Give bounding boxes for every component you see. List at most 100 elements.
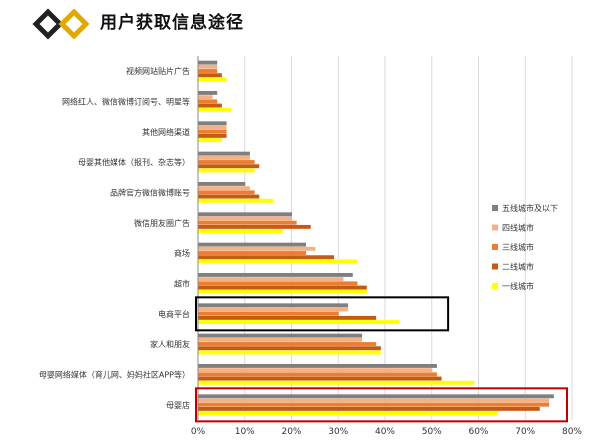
- bar: [198, 411, 498, 416]
- highlight-box: [195, 296, 450, 332]
- category-label: 超市: [174, 279, 190, 289]
- legend-swatch: [492, 205, 498, 211]
- legend-label: 四线城市: [502, 223, 534, 233]
- category-label: 母婴其他媒体（报刊、杂志等）: [78, 157, 190, 167]
- logo-diamonds-icon: [32, 8, 90, 40]
- bar: [198, 182, 246, 186]
- bar: [198, 307, 349, 312]
- x-tick-label: 20%: [281, 427, 301, 437]
- bar: [198, 91, 218, 95]
- bar: [198, 376, 442, 381]
- grid-lines: [197, 56, 573, 420]
- bar: [198, 198, 274, 203]
- bar: [198, 229, 283, 234]
- x-tick-label: 80%: [562, 427, 582, 437]
- bar: [198, 216, 292, 221]
- x-tick-label: 70%: [515, 427, 535, 437]
- bar: [198, 103, 222, 108]
- category-label: 电商平台: [158, 309, 190, 319]
- bar: [198, 281, 358, 286]
- page-title: 用户获取信息途径: [100, 13, 244, 33]
- header: 用户获取信息途径: [0, 0, 600, 50]
- bar: [198, 394, 554, 399]
- x-tick-label: 50%: [422, 427, 442, 437]
- bar: [198, 333, 363, 338]
- bar: [198, 194, 260, 199]
- bar: [198, 160, 255, 164]
- bar: [198, 259, 358, 264]
- x-tick-label: 10%: [235, 427, 255, 437]
- bar: [198, 372, 437, 377]
- legend-label: 五线城市及以下: [502, 203, 558, 213]
- legend-label: 二线城市: [502, 262, 534, 272]
- bar: [198, 380, 475, 385]
- bar: [198, 406, 540, 411]
- category-labels: 视频网站贴片广告网络红人、微信微博订阅号、明星等其他网络渠道母婴其他媒体（报刊、…: [39, 66, 190, 410]
- bar: [198, 342, 377, 346]
- bar: [198, 164, 260, 169]
- bar: [198, 255, 335, 260]
- bar: [198, 95, 213, 100]
- legend-label: 三线城市: [502, 242, 534, 252]
- bar: [198, 242, 307, 247]
- bar: [198, 368, 433, 373]
- category-label: 家人和朋友: [150, 339, 190, 349]
- bar: [198, 285, 367, 290]
- highlight-boxes: [195, 296, 568, 423]
- bar: [198, 151, 250, 156]
- bar: [198, 220, 297, 225]
- bar: [198, 246, 316, 251]
- x-tick-label: 60%: [468, 427, 488, 437]
- bar: [198, 69, 218, 73]
- bar: [198, 402, 550, 407]
- legend-swatch: [492, 224, 498, 231]
- x-tick-label: 40%: [375, 427, 395, 437]
- bar: [198, 398, 550, 403]
- bar: [198, 277, 344, 282]
- bar: [198, 138, 222, 143]
- bar: [198, 168, 255, 173]
- category-label: 视频网站贴片广告: [126, 66, 190, 76]
- bar: [198, 212, 292, 217]
- category-label: 微信朋友圈广告: [134, 218, 190, 228]
- bar: [198, 77, 227, 82]
- bar: [198, 99, 218, 104]
- bar: [198, 251, 307, 255]
- legend-label: 一线城市: [502, 281, 534, 291]
- bar: [198, 186, 250, 191]
- legend-swatch: [492, 244, 498, 250]
- bar: [198, 273, 353, 277]
- bar: [198, 73, 222, 78]
- bar: [198, 350, 381, 355]
- bar: [198, 303, 349, 308]
- category-label: 网络红人、微信微博订阅号、明星等: [62, 97, 190, 107]
- x-tick-label: 30%: [328, 427, 348, 437]
- bar: [198, 133, 227, 138]
- bar: [198, 155, 250, 160]
- category-label: 母婴网络媒体（育儿网、妈妈社区APP等）: [39, 370, 190, 380]
- bar: [198, 315, 377, 320]
- x-tick-label: 0%: [191, 427, 206, 437]
- bar: [198, 64, 218, 69]
- bar: [198, 289, 367, 294]
- bar: [198, 190, 255, 195]
- bar: [198, 346, 381, 351]
- category-label: 商场: [174, 248, 190, 258]
- category-label: 其他网络渠道: [142, 127, 190, 137]
- category-label: 母婴店: [166, 400, 190, 410]
- x-tick-labels: 0% 10% 20% 30% 40% 50% 60% 70% 80%: [191, 427, 583, 437]
- bar: [198, 320, 400, 325]
- highlight-box: [195, 387, 568, 423]
- bar: [198, 364, 437, 368]
- legend-swatch: [492, 263, 498, 270]
- bar: [198, 129, 227, 134]
- bar: [198, 121, 227, 126]
- bar: [198, 125, 227, 130]
- bar: [198, 337, 363, 342]
- legend-swatch: [492, 283, 498, 289]
- bar: [198, 311, 339, 316]
- bar: [198, 107, 232, 112]
- bars: [198, 60, 554, 416]
